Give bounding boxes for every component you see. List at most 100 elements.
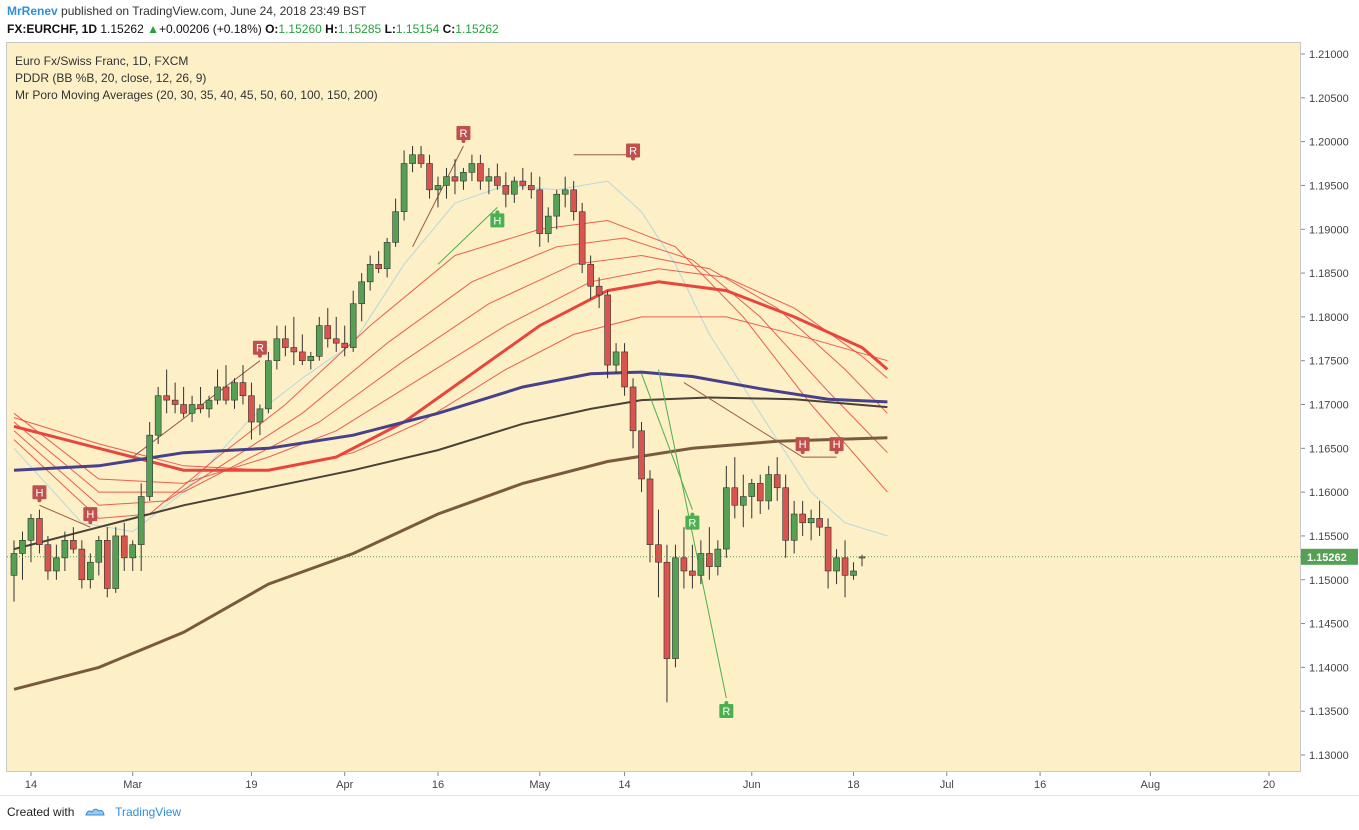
candle[interactable] — [638, 422, 645, 493]
candle[interactable] — [765, 465, 773, 510]
candle[interactable] — [443, 167, 450, 199]
candle[interactable] — [468, 154, 476, 182]
candle[interactable] — [527, 172, 535, 199]
candle[interactable] — [315, 316, 323, 361]
candle[interactable] — [239, 365, 247, 405]
candle[interactable] — [171, 382, 179, 414]
candle[interactable] — [697, 540, 705, 585]
candle[interactable] — [714, 540, 722, 576]
candle[interactable] — [70, 527, 77, 554]
candle[interactable] — [756, 474, 764, 515]
bull-signal-marker[interactable]: R — [685, 512, 700, 530]
candle[interactable] — [536, 176, 544, 247]
candle[interactable] — [129, 540, 137, 571]
candle[interactable] — [629, 378, 637, 449]
candle[interactable] — [383, 238, 391, 278]
candle[interactable] — [417, 146, 425, 168]
bear-signal-marker[interactable]: H — [83, 507, 98, 525]
candle[interactable] — [799, 500, 806, 536]
candle[interactable] — [256, 404, 264, 436]
candle[interactable] — [154, 386, 162, 444]
candle[interactable] — [222, 365, 230, 405]
candle[interactable] — [689, 544, 696, 589]
candle[interactable] — [188, 395, 196, 423]
candle[interactable] — [332, 316, 340, 352]
bear-signal-marker[interactable]: R — [456, 126, 471, 144]
candle[interactable] — [816, 500, 823, 536]
candle[interactable] — [409, 146, 416, 173]
candle[interactable] — [95, 535, 103, 576]
candle[interactable] — [570, 181, 577, 221]
candle[interactable] — [197, 386, 204, 414]
candle[interactable] — [299, 334, 306, 366]
candle[interactable] — [214, 369, 221, 405]
candle[interactable] — [807, 509, 815, 541]
candle[interactable] — [375, 251, 382, 274]
candle[interactable] — [773, 457, 781, 501]
bear-signal-marker[interactable]: H — [32, 485, 47, 503]
bear-signal-marker[interactable]: H — [829, 437, 844, 455]
candle[interactable] — [612, 343, 620, 374]
candle[interactable] — [282, 325, 289, 357]
candle[interactable] — [544, 207, 552, 243]
author-link[interactable]: MrRenev — [7, 4, 58, 18]
tradingview-brand[interactable]: TradingView — [115, 805, 182, 819]
candle[interactable] — [120, 522, 128, 571]
candle[interactable] — [561, 176, 569, 208]
candle[interactable] — [180, 386, 187, 418]
candle[interactable] — [511, 176, 518, 203]
candle[interactable] — [112, 527, 120, 593]
candle[interactable] — [248, 382, 255, 440]
bull-signal-marker[interactable]: H — [490, 210, 505, 228]
candle[interactable] — [341, 325, 349, 357]
candle[interactable] — [392, 198, 399, 247]
candle[interactable] — [680, 527, 688, 589]
candle[interactable] — [494, 163, 501, 190]
candle[interactable] — [782, 474, 789, 558]
candle[interactable] — [485, 167, 493, 195]
candle[interactable] — [146, 422, 153, 501]
candle[interactable] — [290, 316, 298, 366]
bear-signal-marker[interactable]: R — [626, 143, 641, 161]
candle[interactable] — [451, 159, 459, 195]
tradingview-logo-icon[interactable] — [78, 805, 109, 819]
price-axis[interactable] — [1301, 42, 1359, 772]
candle[interactable] — [231, 378, 238, 409]
candle[interactable] — [36, 509, 43, 554]
candle[interactable] — [655, 509, 662, 598]
candle[interactable] — [790, 500, 798, 554]
candle[interactable] — [324, 308, 332, 348]
candle[interactable] — [137, 483, 145, 571]
candle[interactable] — [748, 478, 756, 519]
candle[interactable] — [824, 518, 832, 589]
candle[interactable] — [434, 176, 442, 208]
candle[interactable] — [663, 544, 671, 703]
candle[interactable] — [731, 457, 739, 519]
candle[interactable] — [426, 154, 433, 199]
candle[interactable] — [723, 465, 730, 558]
candle[interactable] — [833, 549, 840, 585]
candle[interactable] — [44, 535, 52, 580]
candle[interactable] — [358, 273, 365, 322]
candle[interactable] — [265, 351, 272, 414]
candle[interactable] — [78, 540, 86, 589]
candle[interactable] — [553, 189, 561, 230]
candle[interactable] — [53, 544, 60, 580]
bear-signal-marker[interactable]: R — [252, 340, 267, 358]
candle[interactable] — [578, 202, 586, 274]
candle[interactable] — [61, 531, 69, 571]
bear-signal-marker[interactable]: H — [795, 437, 810, 455]
candle[interactable] — [400, 150, 408, 221]
candle[interactable] — [87, 553, 94, 589]
candle[interactable] — [706, 527, 713, 580]
candle[interactable] — [103, 527, 111, 598]
candle[interactable] — [273, 325, 281, 370]
candle[interactable] — [205, 395, 213, 418]
candle[interactable] — [621, 343, 628, 396]
candle[interactable] — [307, 351, 315, 370]
candle[interactable] — [366, 255, 374, 291]
candle[interactable] — [163, 369, 170, 414]
candle[interactable] — [850, 562, 857, 580]
candle[interactable] — [19, 531, 26, 580]
